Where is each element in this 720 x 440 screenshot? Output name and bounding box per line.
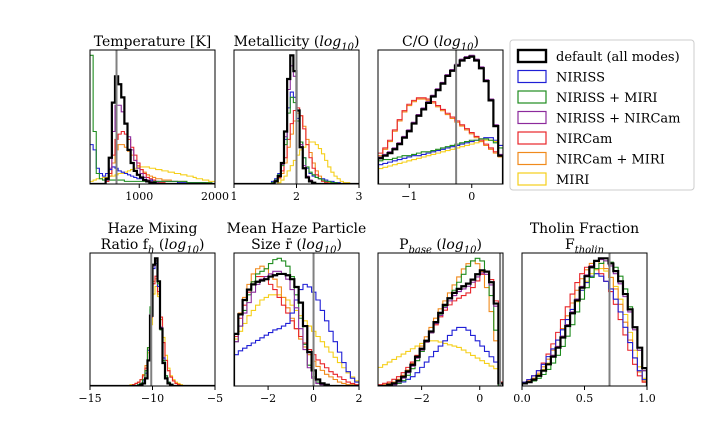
- histogram-default: [378, 269, 503, 386]
- panel-title-line: Ftholin: [565, 237, 604, 256]
- panel-title-line: Size r̄ (log10): [251, 237, 342, 256]
- legend-label: default (all modes): [556, 50, 680, 65]
- panel-histograms: [234, 50, 359, 184]
- histogram-niriss: [234, 283, 359, 386]
- x-tick-label: 0: [468, 190, 475, 203]
- histogram-default: [522, 257, 647, 386]
- x-tick-label: −15: [78, 392, 101, 405]
- x-tick-label: −2: [413, 392, 429, 405]
- panel-histograms: [378, 50, 503, 184]
- panel-frame: [89, 49, 216, 185]
- x-tick-label: −2: [260, 392, 276, 405]
- legend-entry-niriss: NIRISS: [517, 69, 605, 86]
- histogram-niriss: [90, 262, 215, 386]
- panel-histograms: [522, 253, 647, 386]
- panel-title-line: Metallicity (log10): [234, 34, 360, 53]
- x-tick-label: 2: [293, 190, 300, 203]
- x-tick-label: 2000: [201, 190, 229, 203]
- legend: default (all modes) NIRISS NIRISS + MIRI NI…: [509, 39, 695, 191]
- histogram-nircam: [378, 97, 503, 184]
- histogram-niriss_nircam: [90, 260, 215, 386]
- panel-frame: [233, 252, 360, 387]
- legend-frame: [509, 39, 695, 191]
- panel-pbase: −2 0 Pbase (log10): [377, 237, 504, 405]
- legend-label: NIRISS: [556, 71, 605, 86]
- panel-histograms: [90, 50, 215, 184]
- histogram-niriss: [378, 326, 503, 386]
- legend-swatch: [517, 69, 547, 84]
- x-tick-label: 0: [310, 392, 317, 405]
- x-tick-label: −10: [141, 392, 164, 405]
- panel-title-line: C/O (log10): [402, 34, 479, 53]
- panel-co: −1 0 C/O (log10): [377, 34, 504, 203]
- legend-label: NIRISS + MIRI: [556, 91, 658, 106]
- legend-entry-niriss_miri: NIRISS + MIRI: [517, 90, 658, 106]
- panel-frame: [377, 49, 504, 185]
- histogram-miri: [378, 340, 503, 386]
- histogram-default: [90, 75, 215, 184]
- panel-title-line: Ratio fh (log10): [101, 237, 205, 256]
- x-tick-label: 0.0: [513, 392, 531, 405]
- histogram-default: [378, 55, 503, 184]
- panel-title-line: Tholin Fraction: [530, 221, 639, 237]
- panel-title-line: Temperature [K]: [94, 34, 212, 50]
- x-tick-label: 1000: [125, 190, 153, 203]
- panel-frame: [377, 252, 504, 387]
- x-tick-label: 1: [231, 190, 238, 203]
- panel-temperature: 1000 2000 Temperature [K]: [89, 34, 229, 203]
- legend-swatch: [517, 110, 547, 125]
- legend-label: MIRI: [556, 173, 589, 188]
- legend-swatch: [517, 151, 547, 166]
- x-tick-label: −5: [207, 392, 223, 405]
- histogram-default: [90, 257, 215, 386]
- legend-swatch: [517, 90, 547, 104]
- histogram-nircam: [234, 107, 359, 184]
- histogram-miri: [90, 285, 215, 386]
- x-tick-label: 3: [356, 190, 363, 203]
- legend-swatch: [517, 172, 547, 186]
- x-tick-label: 0: [476, 392, 483, 405]
- legend-entry-niriss_nircam: NIRISS + NIRCam: [517, 110, 681, 127]
- panel-title-line: Mean Haze Particle: [227, 221, 367, 237]
- legend-entry-default: default (all modes): [516, 48, 680, 65]
- panel-metallicity: 1 2 3 Metallicity (log10): [231, 34, 363, 203]
- legend-swatch: [516, 48, 548, 64]
- histogram-nircam: [90, 275, 215, 386]
- panel-histograms: [234, 253, 359, 386]
- histogram-nircam: [378, 271, 503, 386]
- histogram-default: [234, 272, 359, 386]
- x-tick-label: 1.0: [638, 392, 656, 405]
- legend-label: NIRCam: [556, 132, 612, 147]
- legend-swatch: [517, 131, 547, 145]
- x-tick-label: −1: [401, 190, 417, 203]
- legend-entry-nircam_miri: NIRCam + MIRI: [517, 151, 665, 168]
- panel-histograms: [90, 253, 215, 386]
- legend-entry-nircam: NIRCam: [517, 131, 612, 147]
- legend-label: NIRCam + MIRI: [556, 153, 665, 168]
- panel-title-line: Haze Mixing: [108, 221, 198, 237]
- panel-histograms: [378, 253, 503, 386]
- x-tick-label: 2: [356, 392, 363, 405]
- legend-label: NIRISS + NIRCam: [556, 112, 681, 127]
- legend-entry-miri: MIRI: [517, 172, 589, 188]
- x-tick-label: 0.5: [576, 392, 594, 405]
- histogram-niriss_miri: [378, 138, 503, 184]
- panel-title-line: Pbase (log10): [399, 237, 482, 256]
